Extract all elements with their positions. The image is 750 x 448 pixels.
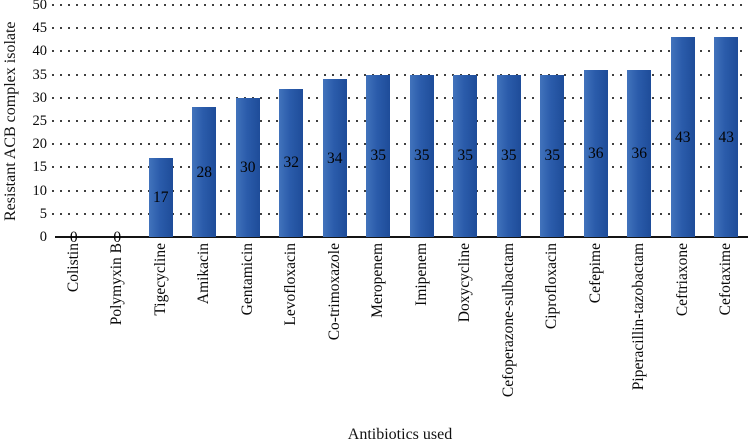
x-category-label: Gentamicin (238, 243, 256, 316)
x-category-label: Ceftriaxone (673, 243, 691, 317)
bar-ceftriaxone (670, 37, 695, 237)
bar-cefotaxime (714, 37, 739, 237)
y-tick-label: 25 (32, 113, 48, 129)
x-category-label: Polymyxin B (108, 243, 126, 326)
y-tick-label: 50 (32, 0, 48, 13)
bar-value-label: 36 (588, 144, 604, 162)
bar-value-label: 30 (240, 158, 256, 176)
gridline-y-30 (52, 96, 748, 99)
x-category-label: Tigecycline (151, 243, 169, 316)
bar-doxycycline (453, 74, 478, 237)
x-category-label: Doxycycline (456, 243, 474, 323)
x-axis-line (55, 236, 748, 238)
bar-tigecycline (148, 158, 173, 237)
y-tick-label: 45 (32, 20, 48, 37)
bar-meropenem (366, 74, 391, 237)
y-tick-label: 5 (39, 205, 47, 222)
bar-value-label: 35 (544, 147, 561, 165)
bar-value-label: 35 (370, 147, 387, 165)
x-category-label: Meropenem (369, 243, 387, 318)
x-category-label: Cefoperazone-sulbactam (499, 243, 517, 398)
x-category-label: Levofloxacin (282, 243, 300, 326)
bar-value-label: 32 (283, 154, 300, 172)
bar-piperacillin-tazobactam (627, 69, 652, 237)
gridline-y-5 (52, 212, 748, 215)
bar-cefoperazone-sulbactam (496, 74, 521, 237)
x-category-label: Piperacillin-tazobactam (630, 243, 648, 391)
bar-value-label: 0 (113, 228, 122, 246)
bar-imipenem (409, 74, 434, 237)
y-tick-label: 15 (32, 159, 48, 176)
gridline-y-50 (52, 4, 748, 6)
gridline-y-40 (52, 50, 748, 53)
gridline-y-20 (52, 143, 748, 146)
y-tick-label: 10 (32, 182, 48, 199)
bar-co-trimoxazole (322, 79, 347, 237)
y-tick-label: 0 (39, 229, 47, 245)
bar-value-label: 43 (718, 128, 735, 146)
bar-value-label: 0 (69, 228, 78, 246)
gridline-y-45 (52, 27, 748, 30)
y-tick-label: 40 (32, 43, 48, 60)
x-category-label: Colistin (64, 243, 82, 293)
bar-amikacin (192, 107, 217, 237)
gridline-y-10 (52, 189, 748, 192)
x-category-label: Imipenem (412, 243, 430, 306)
bar-value-label: 36 (631, 144, 648, 162)
gridline-y-15 (52, 166, 748, 169)
y-tick-label: 30 (32, 89, 48, 106)
bar-value-label: 17 (153, 189, 169, 207)
bar-gentamicin (235, 97, 260, 237)
bar-value-label: 35 (414, 147, 430, 165)
bar-value-label: 34 (327, 149, 343, 167)
x-category-label: Co-trimoxazole (325, 243, 343, 341)
x-category-label: Amikacin (195, 243, 213, 305)
bar-value-label: 35 (457, 147, 474, 165)
x-category-label: Cefotaxime (717, 243, 735, 316)
bar-cefepime (583, 69, 608, 237)
bar-value-label: 43 (675, 128, 691, 146)
bar-value-label: 28 (196, 163, 213, 181)
bar-value-label: 35 (501, 147, 517, 165)
gridline-y-35 (52, 73, 748, 76)
y-tick-label: 20 (32, 136, 48, 153)
bar-levofloxacin (279, 88, 304, 237)
x-category-label: Ciprofloxacin (543, 243, 561, 330)
x-axis-title: Antibiotics used (347, 426, 453, 443)
bar-ciprofloxacin (540, 74, 565, 237)
y-tick-label: 35 (32, 66, 48, 83)
x-category-label: Cefepime (586, 243, 604, 304)
gridline-y-25 (52, 120, 748, 122)
